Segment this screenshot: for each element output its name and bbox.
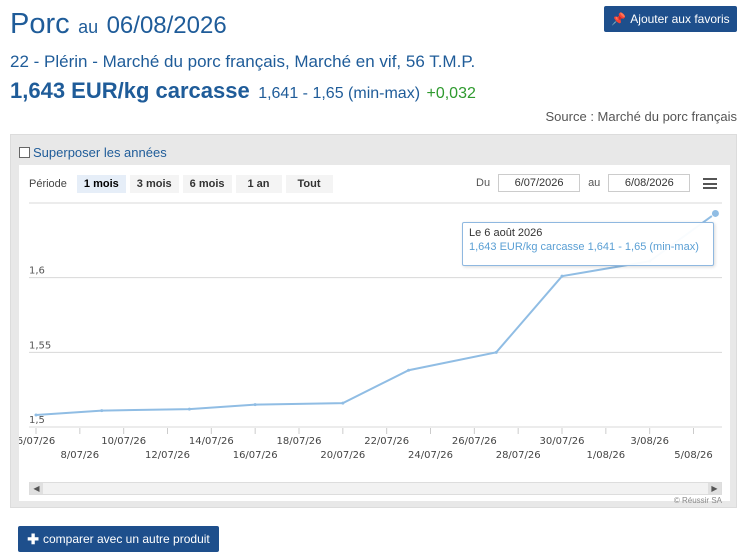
data-point [710,208,720,218]
x-tick-label: 26/07/26 [452,436,497,447]
quote-date: 06/08/2026 [106,12,227,39]
data-point [341,401,345,405]
add-favorite-button[interactable]: 📌 Ajouter aux favoris [604,6,737,32]
date-prefix: au [78,17,99,37]
x-tick-label: 12/07/26 [145,450,190,461]
line-chart: 1,5 1,55 1,6 6/07/26 10/07/26 14/07/26 18/07/2… [19,202,722,461]
chart-container: Période 1 mois 3 mois 6 mois 1 an Tout D… [19,165,730,505]
chart-menu-icon[interactable] [703,178,717,189]
period-selector: Période 1 mois 3 mois 6 mois 1 an Tout [29,175,333,193]
x-tick-label: 30/07/26 [540,436,585,447]
data-point [253,403,257,407]
data-point [100,409,104,413]
pin-icon: 📌 [611,12,627,26]
y-tick-label: 1,55 [29,340,51,351]
x-tick-label: 14/07/26 [189,436,234,447]
period-button-1-an[interactable]: 1 an [235,175,282,193]
y-tick-label: 1,6 [29,266,45,277]
x-tick-label: 18/07/26 [277,436,322,447]
scroll-left-icon[interactable]: ◀ [30,483,43,494]
from-date-input[interactable]: 6/07/2026 [498,174,581,192]
credit-text: © Réussir SA [673,496,722,505]
chart-tooltip: Le 6 août 2026 1,643 EUR/kg carcasse 1,6… [462,222,714,266]
price-line: 1,643 EUR/kg carcasse 1,641 - 1,65 (min-… [10,78,476,104]
series-line [35,212,717,417]
data-point [560,274,564,278]
x-tick-label: 6/07/26 [19,436,55,447]
x-tick-label: 28/07/26 [496,450,541,461]
overlay-years-toggle[interactable]: Superposer les années [19,145,167,160]
period-button-3-mois[interactable]: 3 mois [129,175,179,193]
data-point [407,368,411,372]
to-date-input[interactable]: 6/08/2026 [608,174,691,192]
chart-scrollbar[interactable]: ◀ ▶ [29,482,722,495]
x-tick-label: 1/08/26 [587,450,626,461]
x-tick-label: 20/07/26 [320,450,365,461]
to-label: au [588,177,601,189]
product-name: Porc [10,8,70,40]
page-title: Porc au 06/08/2026 [10,8,227,41]
data-point [494,350,498,354]
period-label: Période [29,178,67,190]
compare-label: comparer avec un autre produit [42,532,210,546]
price-range: 1,641 - 1,65 (min-max) [258,85,421,102]
price-value: 1,643 EUR/kg carcasse [10,78,250,103]
market-subtitle: 22 - Plérin - Marché du porc français, M… [10,52,476,71]
source-text: Source : Marché du porc français [545,109,737,124]
x-tick-label: 16/07/26 [233,450,278,461]
tooltip-value: 1,643 EUR/kg carcasse 1,641 - 1,65 (min-… [469,241,699,253]
x-tick-label: 8/07/26 [61,450,100,461]
period-button-6-mois[interactable]: 6 mois [182,175,232,193]
overlay-label: Superposer les années [33,145,167,160]
scroll-right-icon[interactable]: ▶ [708,483,721,494]
date-range: Du 6/07/2026 au 6/08/2026 [476,174,691,192]
from-label: Du [476,177,491,189]
data-point [34,413,38,417]
period-button-1-mois[interactable]: 1 mois [76,175,126,193]
compare-product-button[interactable]: ✚ comparer avec un autre produit [18,526,219,552]
x-tick-label: 10/07/26 [101,436,146,447]
x-tick-label: 5/08/26 [674,450,713,461]
plus-icon: ✚ [27,530,39,547]
tooltip-date: Le 6 août 2026 [469,227,543,239]
price-delta: +0,032 [426,85,476,102]
y-tick-label: 1,5 [29,415,45,426]
chart-panel: Superposer les années Période 1 mois 3 m… [10,134,737,508]
overlay-checkbox[interactable] [19,147,30,158]
x-tick-label: 22/07/26 [364,436,409,447]
x-tick-label: 24/07/26 [408,450,453,461]
data-point [187,407,191,411]
add-favorite-label: Ajouter aux favoris [630,12,730,26]
x-tick-label: 3/08/26 [630,436,669,447]
period-button-tout[interactable]: Tout [285,175,333,193]
